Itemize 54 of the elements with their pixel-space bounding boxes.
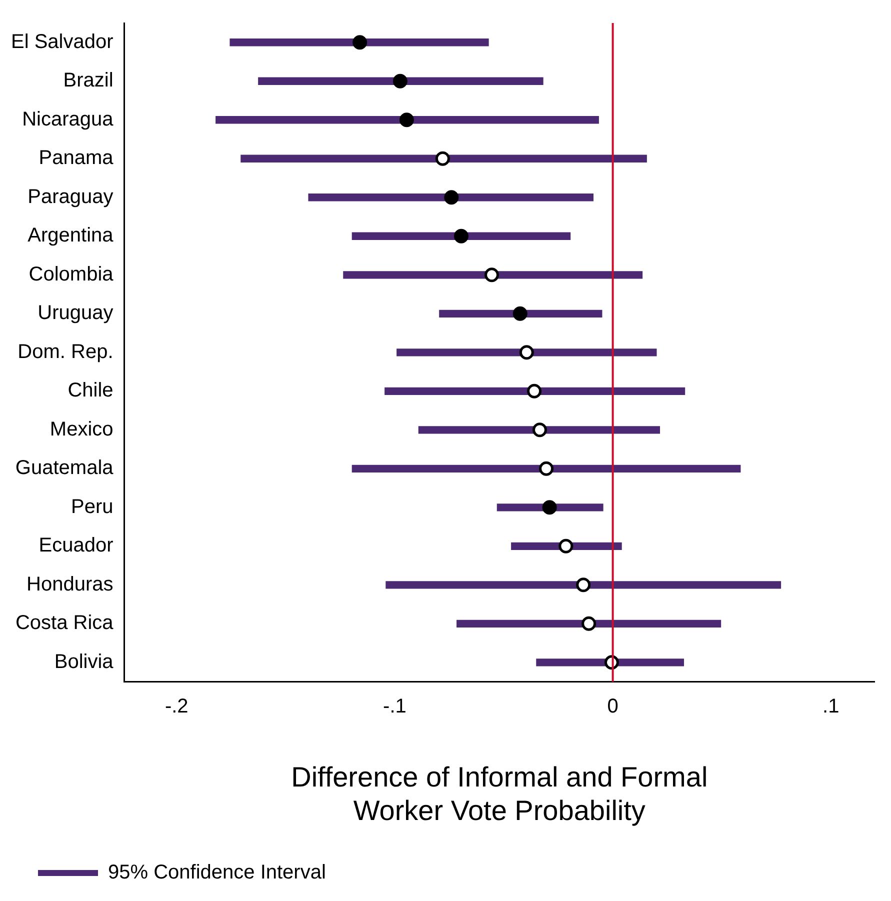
point bbox=[582, 616, 596, 631]
y-tick-label: Nicaragua bbox=[22, 108, 114, 130]
y-tick-label: Dom. Rep. bbox=[18, 340, 114, 363]
bar bbox=[352, 464, 741, 472]
y-tick-label: Uruguay bbox=[38, 302, 114, 324]
x-tick-label: -.1 bbox=[383, 695, 406, 718]
point bbox=[539, 461, 554, 476]
bar bbox=[536, 658, 684, 666]
bar bbox=[384, 387, 686, 395]
point bbox=[392, 74, 408, 88]
bar bbox=[456, 620, 722, 628]
y-tick-label: El Salvador bbox=[10, 30, 114, 53]
point bbox=[542, 500, 557, 515]
bar bbox=[418, 426, 660, 434]
bar bbox=[216, 116, 599, 124]
point bbox=[435, 151, 450, 166]
y-tick-label: Honduras bbox=[26, 573, 114, 596]
y-tick-label: Argentina bbox=[28, 224, 114, 247]
bar bbox=[258, 77, 544, 85]
point bbox=[519, 345, 534, 360]
point bbox=[444, 190, 459, 205]
y-tick-label: Paraguay bbox=[28, 186, 114, 208]
y-tick-label: Brazil bbox=[63, 70, 114, 92]
x-tick-label: -.2 bbox=[164, 695, 188, 718]
point bbox=[399, 112, 414, 128]
x-axis-title: Difference of Informal and Formal Worker Vote Probability bbox=[291, 761, 708, 826]
bar bbox=[230, 38, 489, 46]
y-tick-label: Panama bbox=[38, 147, 114, 170]
point bbox=[352, 35, 368, 50]
bar bbox=[343, 271, 643, 279]
y-tick-label: Peru bbox=[71, 496, 114, 518]
y-tick-label: Mexico bbox=[50, 418, 114, 440]
bar bbox=[439, 310, 602, 318]
legend-label: 95% Confidence Interval bbox=[108, 862, 326, 884]
bar bbox=[386, 581, 782, 589]
x-tick-label: .1 bbox=[822, 695, 840, 718]
y-tick-label: Bolivia bbox=[54, 650, 114, 673]
point bbox=[484, 268, 500, 282]
bar bbox=[240, 154, 647, 162]
point bbox=[532, 422, 547, 438]
point bbox=[558, 538, 574, 554]
y-tick-label: Costa Rica bbox=[15, 612, 114, 634]
y-tick-label: Colombia bbox=[28, 263, 114, 286]
bar bbox=[352, 232, 571, 240]
point bbox=[527, 384, 542, 398]
point bbox=[576, 578, 591, 592]
point bbox=[512, 306, 528, 321]
bar bbox=[308, 194, 594, 202]
y-tick-label: Ecuador bbox=[38, 534, 114, 557]
y-tick-label: Guatemala bbox=[15, 457, 114, 480]
x-tick-label: 0 bbox=[607, 695, 618, 718]
y-tick-label: Chile bbox=[68, 380, 114, 402]
point bbox=[454, 228, 468, 244]
bar bbox=[396, 348, 657, 356]
